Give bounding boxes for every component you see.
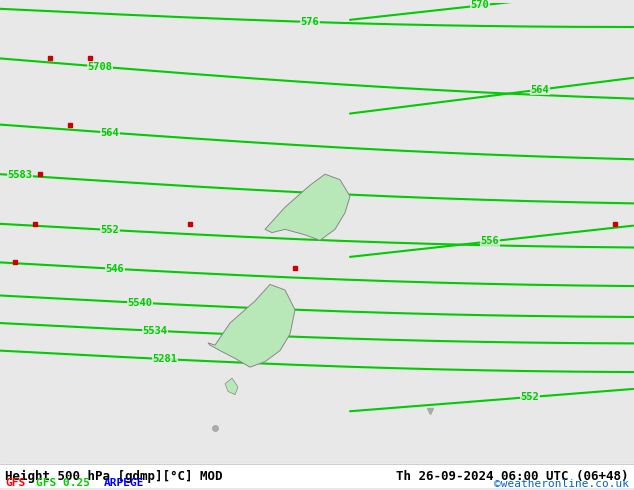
Polygon shape <box>225 378 238 395</box>
Text: 564: 564 <box>101 127 119 138</box>
Text: Th 26-09-2024 06:00 UTC (06+48): Th 26-09-2024 06:00 UTC (06+48) <box>396 470 629 483</box>
Text: 5534: 5534 <box>143 326 167 336</box>
Text: 556: 556 <box>481 237 500 246</box>
Text: Height 500 hPa [gdmp][°C] MOD: Height 500 hPa [gdmp][°C] MOD <box>5 470 223 483</box>
Text: 546: 546 <box>106 264 124 274</box>
Text: ARPEGE: ARPEGE <box>103 478 144 488</box>
Text: 564: 564 <box>531 85 550 95</box>
Text: 552: 552 <box>101 225 119 235</box>
Polygon shape <box>208 285 295 367</box>
Polygon shape <box>265 174 350 240</box>
Text: 5281: 5281 <box>153 354 178 364</box>
Text: GFS: GFS <box>5 478 25 488</box>
Text: GFS 0.25: GFS 0.25 <box>36 478 89 488</box>
Text: 576: 576 <box>301 17 320 27</box>
Text: 5540: 5540 <box>127 298 153 308</box>
Text: ©weatheronline.co.uk: ©weatheronline.co.uk <box>494 479 629 489</box>
Text: 570: 570 <box>470 0 489 10</box>
Text: 5708: 5708 <box>87 62 112 72</box>
Text: 5583: 5583 <box>8 171 32 180</box>
Bar <box>0 464 634 489</box>
Text: 552: 552 <box>521 392 540 402</box>
